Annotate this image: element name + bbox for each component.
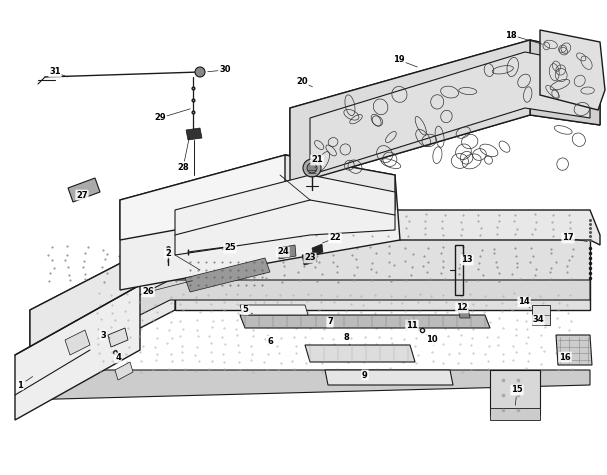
Polygon shape	[68, 178, 100, 202]
Polygon shape	[115, 362, 133, 380]
Polygon shape	[240, 305, 308, 315]
Polygon shape	[108, 328, 128, 347]
Text: 18: 18	[505, 30, 517, 39]
Text: 2: 2	[165, 248, 171, 257]
Text: 19: 19	[393, 56, 405, 65]
Text: 17: 17	[562, 234, 574, 243]
Polygon shape	[20, 370, 590, 400]
Text: 1: 1	[17, 380, 23, 390]
Polygon shape	[175, 175, 395, 255]
Polygon shape	[15, 285, 140, 420]
Text: 12: 12	[456, 304, 468, 313]
Text: 28: 28	[177, 163, 189, 172]
Polygon shape	[302, 252, 317, 265]
Text: 6: 6	[267, 338, 273, 346]
Polygon shape	[290, 40, 600, 185]
Text: 25: 25	[224, 244, 236, 253]
Polygon shape	[240, 315, 490, 328]
Text: 29: 29	[154, 114, 166, 123]
Polygon shape	[458, 308, 470, 318]
Polygon shape	[65, 330, 90, 355]
Polygon shape	[120, 155, 400, 290]
Polygon shape	[120, 155, 340, 240]
Polygon shape	[532, 305, 550, 325]
Text: 10: 10	[426, 335, 438, 344]
Text: 13: 13	[461, 256, 473, 265]
Polygon shape	[30, 235, 590, 370]
Text: 20: 20	[296, 77, 308, 86]
Text: 34: 34	[532, 315, 544, 324]
Polygon shape	[305, 345, 415, 362]
Polygon shape	[175, 235, 590, 310]
Polygon shape	[556, 335, 592, 365]
Text: 23: 23	[304, 254, 316, 263]
Polygon shape	[20, 280, 590, 375]
Text: 9: 9	[362, 370, 368, 380]
Text: 8: 8	[343, 333, 349, 342]
Text: 24: 24	[277, 247, 289, 257]
Polygon shape	[185, 258, 270, 292]
Polygon shape	[290, 40, 530, 185]
Text: 30: 30	[219, 66, 231, 75]
Text: 21: 21	[311, 155, 323, 164]
Polygon shape	[285, 155, 395, 210]
Polygon shape	[490, 408, 540, 420]
Circle shape	[307, 163, 317, 173]
Text: 26: 26	[142, 287, 154, 296]
Polygon shape	[530, 40, 600, 125]
Text: 15: 15	[511, 386, 523, 395]
Polygon shape	[186, 128, 202, 140]
Text: 5: 5	[242, 305, 248, 314]
Circle shape	[195, 67, 205, 77]
Text: 11: 11	[406, 321, 418, 330]
Polygon shape	[30, 235, 175, 385]
Text: 4: 4	[115, 353, 121, 362]
Text: 7: 7	[327, 317, 333, 326]
Polygon shape	[490, 370, 540, 415]
Text: 27: 27	[76, 190, 88, 200]
Polygon shape	[310, 52, 590, 175]
Polygon shape	[540, 30, 605, 110]
Text: 14: 14	[518, 297, 530, 306]
Circle shape	[303, 159, 321, 177]
Polygon shape	[175, 210, 600, 245]
Text: 16: 16	[559, 352, 571, 361]
Polygon shape	[325, 370, 453, 385]
Text: 3: 3	[100, 331, 106, 340]
Text: 31: 31	[49, 67, 61, 76]
Polygon shape	[312, 244, 323, 256]
Text: 22: 22	[329, 234, 341, 243]
Polygon shape	[278, 245, 296, 259]
